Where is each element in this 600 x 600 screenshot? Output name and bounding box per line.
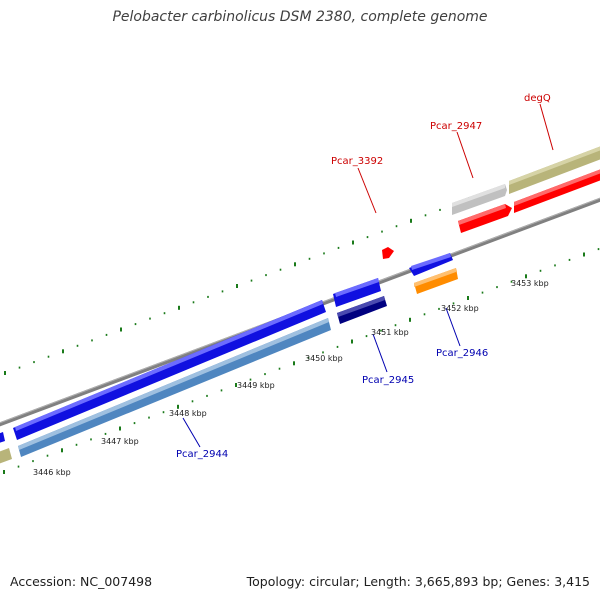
gene-label-pcar-2947[interactable]: Pcar_2947 xyxy=(430,121,482,132)
gene-pcar-2947-red-bar[interactable] xyxy=(458,204,512,233)
gene-pcar-2944-blue-bar[interactable] xyxy=(13,300,326,440)
gene-pcar-2947-bar[interactable] xyxy=(452,184,507,215)
gene-label-pcar-3392[interactable]: Pcar_3392 xyxy=(331,156,383,167)
gene-label-pcar-2944[interactable]: Pcar_2944 xyxy=(176,449,228,460)
map-title: Pelobacter carbinolicus DSM 2380, comple… xyxy=(112,9,488,25)
leader-line-degq xyxy=(539,103,554,151)
kbp-label-3451: 3451 kbp xyxy=(371,328,409,337)
gene-pcar-2946-orange-bar[interactable] xyxy=(414,268,458,294)
gene-label-degq[interactable]: degQ xyxy=(524,93,551,104)
kbp-label-3453: 3453 kbp xyxy=(511,279,549,288)
kbp-label-3446: 3446 kbp xyxy=(33,468,71,477)
kbp-label-3449: 3449 kbp xyxy=(237,381,275,390)
gene-degq-red-bar[interactable] xyxy=(514,165,600,213)
gene-label-pcar-2945[interactable]: Pcar_2945 xyxy=(362,375,414,386)
leader-line-pcar-2944 xyxy=(182,417,201,448)
tick-track-lower xyxy=(3,248,600,474)
gene-left-khaki-bar[interactable] xyxy=(0,448,12,467)
kbp-label-3450: 3450 kbp xyxy=(305,354,343,363)
gene-label-pcar-2946[interactable]: Pcar_2946 xyxy=(436,348,488,359)
leader-line-pcar-2945 xyxy=(372,333,388,373)
leader-line-pcar-2946 xyxy=(445,307,461,347)
gene-degq-bar[interactable] xyxy=(509,142,600,194)
leader-line-pcar-2947 xyxy=(456,131,474,179)
kbp-label-3448: 3448 kbp xyxy=(169,409,207,418)
kbp-label-3452: 3452 kbp xyxy=(441,304,479,313)
leader-line-pcar-3392 xyxy=(357,167,377,214)
gene-pcar-2946-blue-bar[interactable] xyxy=(409,253,453,276)
gene-pcar-3392-marker[interactable] xyxy=(382,247,394,259)
accession-text: Accession: NC_007498 xyxy=(10,574,153,589)
kbp-label-3447: 3447 kbp xyxy=(101,437,139,446)
gene-pcar-2945-blue-bar[interactable] xyxy=(333,278,381,307)
gene-left-blue-bar[interactable] xyxy=(0,432,5,446)
genome-summary-text: Topology: circular; Length: 3,665,893 bp… xyxy=(246,574,590,589)
gene-pcar-2945-navy-bar[interactable] xyxy=(337,296,387,324)
gene-pcar-2944-steel-bar[interactable] xyxy=(18,318,331,457)
